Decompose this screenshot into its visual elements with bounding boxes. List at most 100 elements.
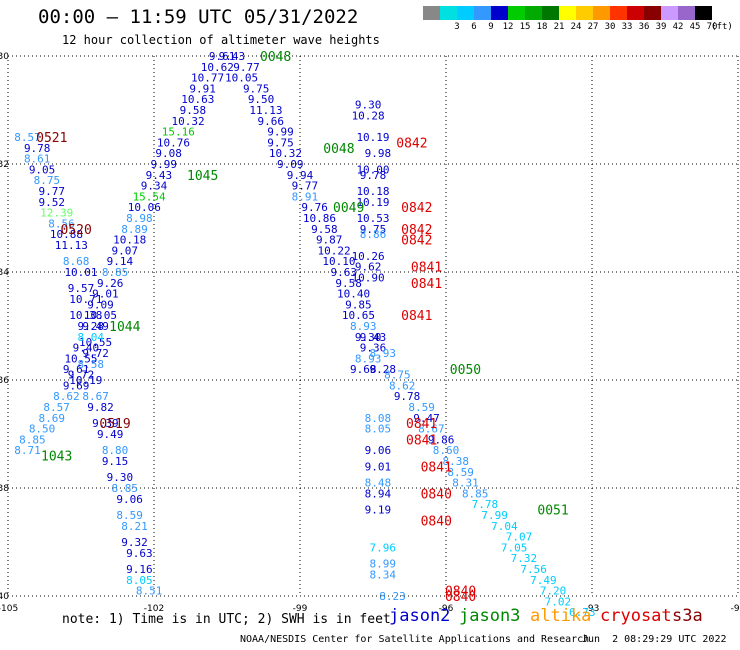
wave-height-label: 9.58	[311, 223, 338, 236]
wave-height-label: 8.62	[389, 379, 416, 392]
colorbar-swatch	[644, 6, 661, 20]
colorbar-label: 30	[604, 22, 616, 32]
wave-height-label: 9.16	[126, 563, 153, 576]
map-title: 00:00 – 11:59 UTC 05/31/2022	[38, 6, 359, 28]
colorbar-swatch	[627, 6, 644, 20]
legend-jason3: jason3	[459, 606, 521, 626]
pass-time-label: 0048	[323, 142, 354, 157]
wave-height-label: 9.72	[68, 369, 95, 382]
wave-height-label: 9.05	[29, 163, 56, 176]
pass-time-label: 0840	[421, 514, 452, 529]
colorbar-swatch	[542, 6, 559, 20]
wave-height-label: 8.05	[365, 423, 392, 436]
wave-height-label: 9.77	[39, 185, 66, 198]
wave-height-label: 10.62	[201, 61, 234, 74]
wave-height-label: 9.78	[360, 169, 387, 182]
wave-height-label: 8.59	[408, 401, 435, 414]
x-tick-label: -90	[731, 604, 740, 614]
wave-height-label: 9.99	[267, 126, 294, 139]
wave-height-label: 8.59	[447, 466, 474, 479]
colorbar-label: 39	[655, 22, 667, 32]
note-text: note: 1) Time is in UTC; 2) SWH is in fe…	[62, 612, 391, 627]
wave-height-label: 15.16	[162, 126, 195, 139]
wave-height-label: 9.75	[360, 223, 387, 236]
wave-height-label: 8.23	[379, 590, 406, 603]
wave-height-label: 9.43	[146, 169, 173, 182]
wave-height-label: 8.31	[452, 477, 479, 490]
colorbar-label: 15	[519, 22, 531, 32]
colorbar-label: 33	[621, 22, 633, 32]
wave-height-label: 9.49	[97, 428, 124, 441]
wave-height-label: 8.21	[121, 520, 148, 533]
wave-height-label: 8.57	[43, 401, 70, 414]
wave-height-label: 9.01	[92, 288, 119, 301]
wave-height-label: 8.51	[136, 585, 163, 598]
wave-height-label: 7.02	[545, 595, 572, 608]
wave-height-label: 10.65	[342, 309, 375, 322]
colorbar-swatch	[440, 6, 457, 20]
wave-height-label: 8.56	[48, 217, 75, 230]
wave-height-label: 7.49	[530, 574, 557, 587]
wave-height-label: 8.89	[121, 223, 148, 236]
y-tick-label: -32	[0, 160, 9, 170]
wave-height-label: 7.07	[506, 531, 533, 544]
wave-height-label: 9.68	[350, 363, 377, 376]
pass-time-label: 0840	[445, 585, 476, 600]
wave-height-label: 9.30	[107, 471, 134, 484]
pass-time-label: 0842	[401, 201, 432, 216]
wave-height-label: 9.08	[155, 147, 182, 160]
wave-height-label: 9.49	[82, 320, 109, 333]
wave-height-label: 10.86	[303, 212, 336, 225]
wave-height-label: 8.59	[116, 509, 143, 522]
pass-time-label: 1045	[187, 169, 218, 184]
colorbar-label: 70	[706, 22, 718, 32]
wave-height-label: 8.71	[14, 444, 41, 457]
wave-height-label: 9.82	[87, 401, 114, 414]
pass-time-label: 0519	[99, 417, 130, 432]
colorbar-unit: (ft)	[711, 22, 733, 32]
wave-height-label: 9.28	[77, 320, 104, 333]
wave-height-label: 9.62	[355, 261, 382, 274]
wave-height-label: 7.56	[520, 563, 547, 576]
wave-height-label: 9.61	[209, 50, 236, 63]
pass-time-label: 0842	[401, 223, 432, 238]
colorbar-label: 6	[471, 22, 477, 32]
wave-height-label: 9.75	[267, 136, 294, 149]
wave-height-label: 9.09	[87, 298, 114, 311]
wave-height-label: 10.19	[356, 196, 389, 209]
wave-height-label: 8.93	[355, 352, 382, 365]
wave-height-label: 9.98	[365, 147, 392, 160]
wave-height-label: 8.93	[369, 347, 396, 360]
wave-height-label: 9.07	[112, 244, 139, 257]
colorbar-swatch	[695, 6, 712, 20]
colorbar-swatch	[610, 6, 627, 20]
wave-height-label: 8.85	[102, 266, 129, 279]
wave-height-label: 10.55	[64, 352, 97, 365]
wave-height-label: 9.77	[233, 61, 260, 74]
colorbar-label: 45	[689, 22, 701, 32]
wave-height-label: 8.86	[360, 228, 387, 241]
colorbar-swatch	[678, 6, 695, 20]
wave-height-label: 8.93	[350, 320, 377, 333]
wave-height-label: 10.53	[356, 212, 389, 225]
wave-height-label: 11.13	[249, 104, 282, 117]
wave-height-label: 8.80	[102, 444, 129, 457]
wave-height-label: 7.96	[369, 541, 396, 554]
wave-height-label: 10.76	[157, 136, 190, 149]
wave-height-label: 9.78	[394, 390, 421, 403]
pass-time-label: 0842	[396, 136, 427, 151]
pass-time-label: 0050	[450, 363, 481, 378]
wave-height-label: 9.50	[248, 93, 275, 106]
wave-height-label: 10.88	[50, 228, 83, 241]
pass-time-label: 0521	[36, 131, 67, 146]
wave-height-label: 10.22	[318, 244, 351, 257]
wave-height-label: 9.14	[107, 255, 134, 268]
colorbar-label: 24	[570, 22, 582, 32]
wave-height-label: 10.01	[64, 266, 97, 279]
wave-height-label: 9.15	[102, 455, 129, 468]
pass-time-label: 1044	[109, 320, 140, 335]
wave-height-label: 9.63	[126, 547, 153, 560]
wave-height-label: 10.90	[352, 271, 385, 284]
wave-height-label: 10.19	[356, 131, 389, 144]
